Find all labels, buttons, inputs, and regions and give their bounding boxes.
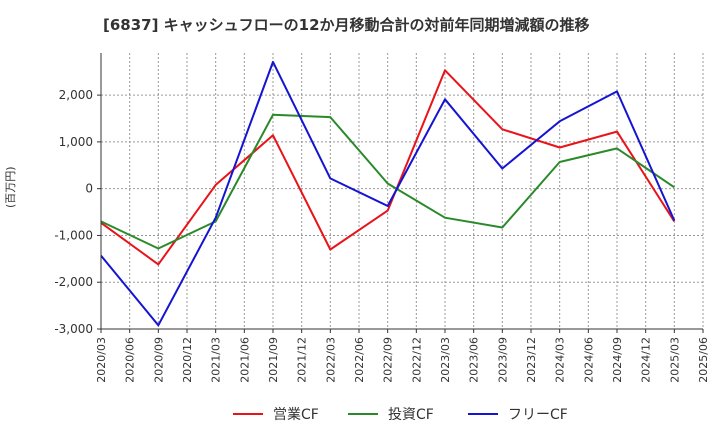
x-tick-label: 2021/12 bbox=[296, 337, 309, 383]
series-line-2 bbox=[100, 113, 675, 250]
axis-layer: -3,000 -2,000 -1,000 0 1,000 2,000 2020/03 2020… bbox=[54, 53, 710, 383]
y-tick-label: 0 bbox=[85, 182, 93, 196]
x-tick-label: 2020/09 bbox=[152, 337, 165, 383]
legend-label: 営業CF bbox=[273, 407, 319, 423]
x-tick-label: 2024/12 bbox=[640, 337, 653, 383]
y-tick-label: 2,000 bbox=[59, 88, 93, 102]
x-tick-label: 2023/09 bbox=[496, 337, 509, 383]
legend: 営業CF 投資CF フリーCF bbox=[233, 407, 568, 423]
x-tick-label: 2025/06 bbox=[697, 337, 710, 383]
x-tick-label: 2021/06 bbox=[238, 337, 251, 383]
series-line-1 bbox=[100, 69, 676, 266]
x-tick-label: 2022/06 bbox=[353, 337, 366, 383]
x-tick-label: 2024/09 bbox=[611, 337, 624, 383]
series-line-3 bbox=[100, 60, 676, 327]
x-tick-label: 2023/03 bbox=[439, 337, 452, 383]
x-tick-label: 2022/12 bbox=[410, 337, 423, 383]
y-tick-label: -2,000 bbox=[54, 275, 93, 289]
y-tick-label: 1,000 bbox=[59, 135, 93, 149]
x-tick-label: 2020/06 bbox=[124, 337, 137, 383]
x-tick-label: 2020/03 bbox=[95, 337, 108, 383]
x-tick-label: 2022/09 bbox=[382, 337, 395, 383]
legend-label: フリーCF bbox=[508, 407, 568, 423]
legend-label: 投資CF bbox=[388, 407, 434, 423]
series-layer bbox=[100, 60, 676, 327]
x-tick-label: 2025/03 bbox=[668, 337, 681, 383]
y-tick-label: -1,000 bbox=[54, 228, 93, 242]
x-tick-label: 2021/09 bbox=[267, 337, 280, 383]
x-tick-label: 2024/06 bbox=[582, 337, 595, 383]
x-tick-label: 2024/03 bbox=[554, 337, 567, 383]
x-tick-label: 2023/12 bbox=[525, 337, 538, 383]
y-tick-label: -3,000 bbox=[54, 322, 93, 336]
x-tick-label: 2021/03 bbox=[210, 337, 223, 383]
x-tick-label: 2020/12 bbox=[181, 337, 194, 383]
chart-title: [6837] キャッシュフローの12か月移動合計の対前年同期増減額の推移 bbox=[103, 16, 590, 34]
x-tick-label: 2022/03 bbox=[324, 337, 337, 383]
x-tick-label: 2023/06 bbox=[468, 337, 481, 383]
